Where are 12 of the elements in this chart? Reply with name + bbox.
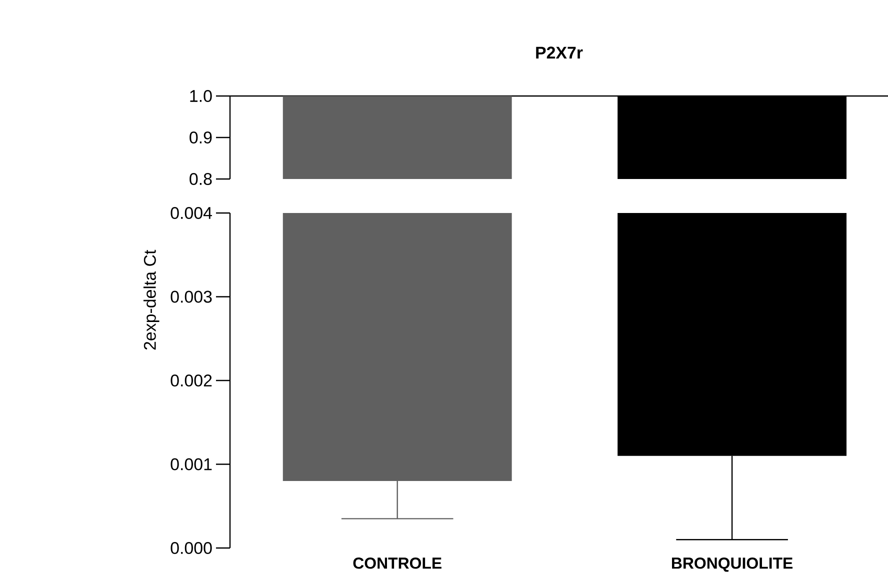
y-tick-label: 1.0 (190, 90, 212, 102)
chart-title: P2X7r (536, 46, 583, 58)
y-axis-title: 2exp-delta Ct (143, 250, 160, 350)
x-tick-label: CONTROLE (353, 558, 442, 569)
x-tick-label: BRONQUIOLITE (672, 558, 793, 572)
y-tick-label: 0.8 (190, 172, 212, 185)
y-tick-label: 0.002 (170, 374, 212, 386)
y-tick-label: 0.9 (190, 131, 212, 144)
y-tick-label: 0.001 (170, 458, 212, 470)
y-tick-label: 0.003 (170, 290, 212, 303)
y-tick-label: 0.000 (170, 542, 212, 554)
y-tick-label: 0.004 (170, 207, 212, 219)
